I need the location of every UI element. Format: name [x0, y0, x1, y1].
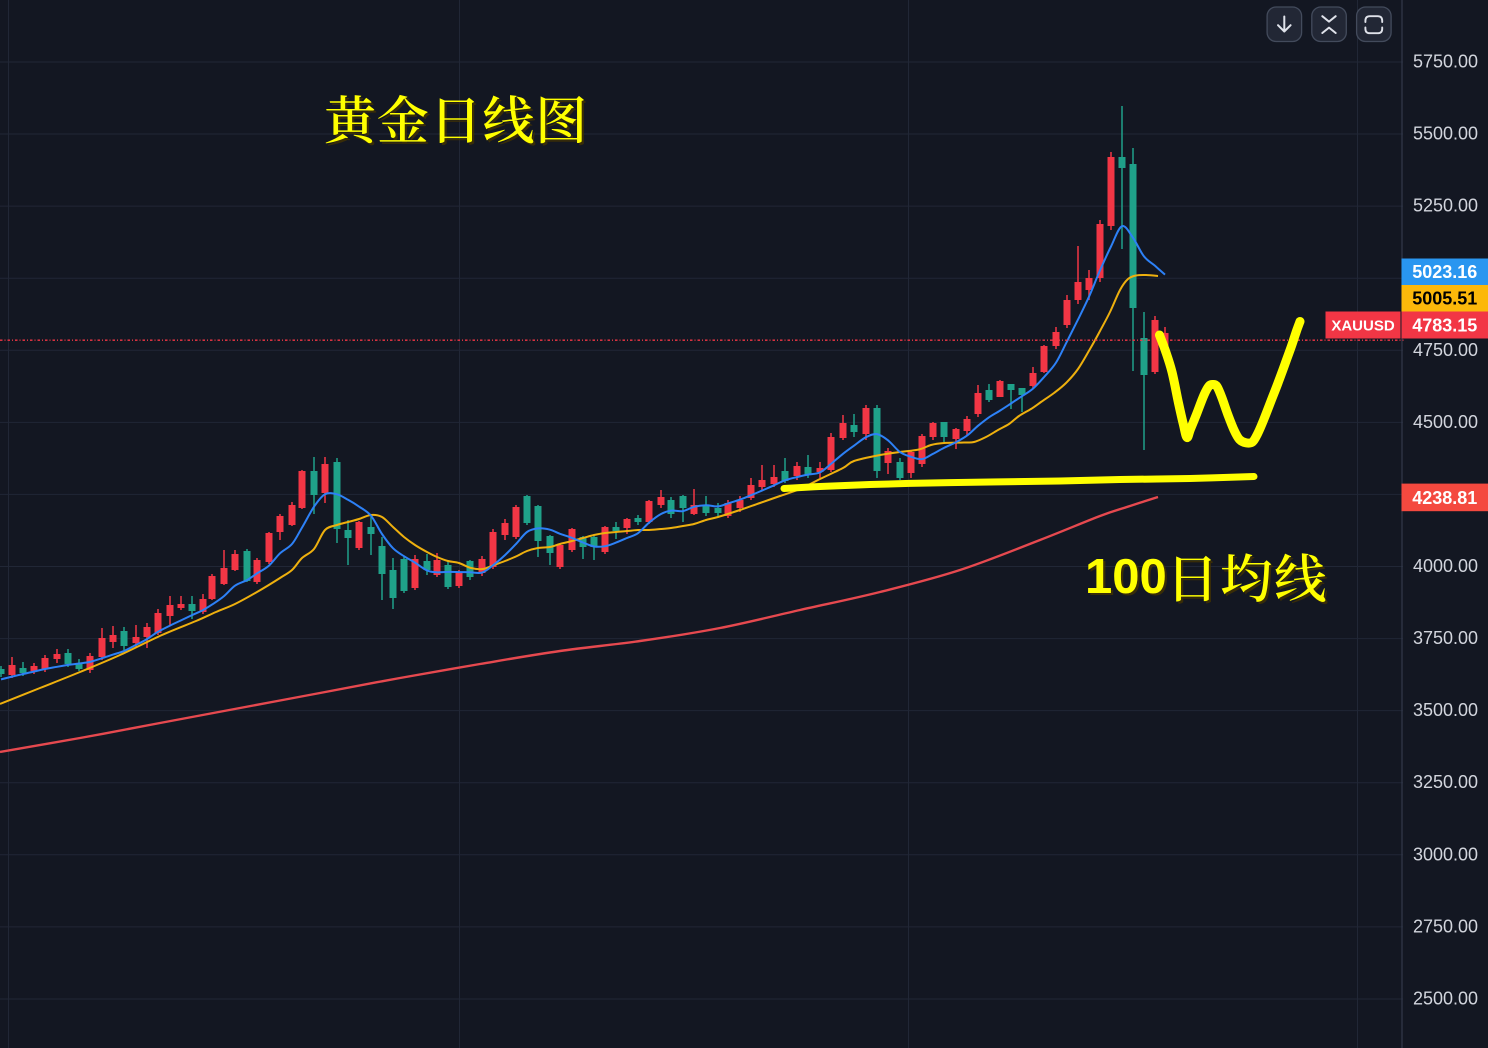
svg-text:4750.00: 4750.00	[1413, 340, 1478, 360]
svg-text:2500.00: 2500.00	[1413, 989, 1478, 1009]
svg-text:3250.00: 3250.00	[1413, 772, 1478, 792]
svg-text:3750.00: 3750.00	[1413, 628, 1478, 648]
svg-text:5250.00: 5250.00	[1413, 196, 1478, 216]
svg-text:5500.00: 5500.00	[1413, 124, 1478, 144]
svg-text:4000.00: 4000.00	[1413, 556, 1478, 576]
svg-text:100: 100	[1085, 550, 1167, 604]
svg-text:5023.16: 5023.16	[1412, 262, 1477, 282]
svg-text:3000.00: 3000.00	[1413, 844, 1478, 864]
svg-text:5750.00: 5750.00	[1413, 52, 1478, 72]
svg-text:4500.00: 4500.00	[1413, 412, 1478, 432]
svg-text:100: 100	[1087, 552, 1169, 606]
svg-text:4238.81: 4238.81	[1412, 488, 1477, 508]
svg-text:XAUUSD: XAUUSD	[1331, 317, 1395, 334]
svg-text:2750.00: 2750.00	[1413, 916, 1478, 936]
svg-text:4783.15: 4783.15	[1412, 316, 1477, 336]
svg-text:3500.00: 3500.00	[1413, 700, 1478, 720]
svg-text:5005.51: 5005.51	[1412, 289, 1477, 309]
